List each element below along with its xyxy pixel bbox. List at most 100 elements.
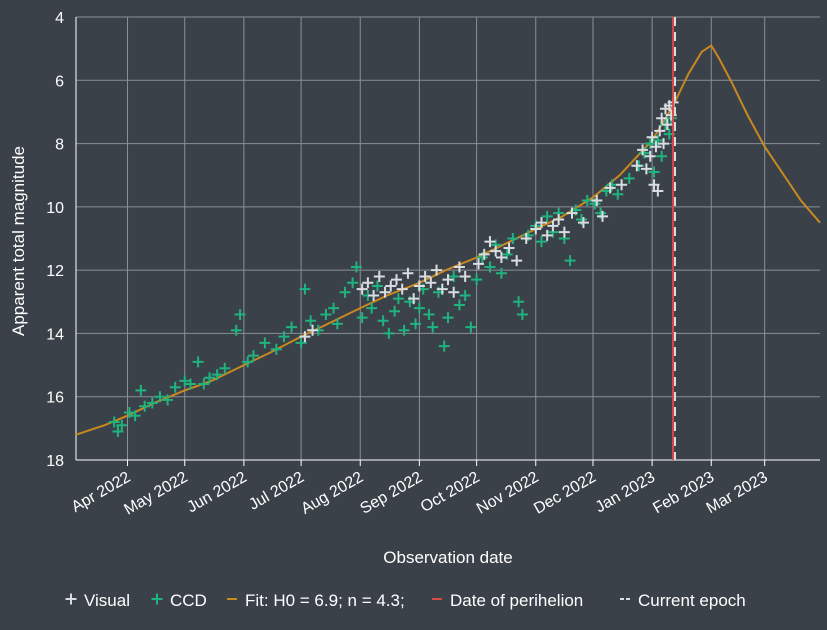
ccd-point [305, 315, 317, 327]
visual-point [448, 286, 460, 298]
ccd-point [371, 280, 383, 292]
visual-point [637, 144, 649, 156]
ccd-point [644, 138, 656, 150]
ccd-point [648, 166, 660, 178]
ccd-point [169, 381, 181, 393]
ccd-point [219, 362, 231, 374]
ccd-point [230, 324, 242, 336]
ccd-point [286, 321, 298, 333]
visual-point [473, 258, 485, 270]
visual-point [631, 160, 643, 172]
ccd-point [459, 289, 471, 301]
y-tick-label: 16 [46, 390, 64, 407]
visual-point [652, 185, 664, 197]
visual-point [408, 293, 420, 305]
visual-point [436, 283, 448, 295]
visual-point [299, 331, 311, 343]
visual-point [368, 289, 380, 301]
visual-point [658, 138, 670, 150]
visual-point [640, 163, 652, 175]
visual-point [650, 141, 662, 153]
ccd-point [162, 394, 174, 406]
y-tick-label: 6 [55, 73, 64, 90]
visual-point [373, 270, 385, 282]
ccd-point [484, 261, 496, 273]
ccd-point [278, 331, 290, 343]
visual-point [459, 270, 471, 282]
ccd-point [507, 233, 519, 244]
visual-point [566, 207, 578, 219]
ccd-point [179, 375, 191, 387]
visual-point [490, 245, 502, 257]
visual-point [413, 280, 425, 292]
visual-point [478, 248, 490, 260]
visual-point [484, 236, 496, 248]
visual-point [648, 179, 660, 191]
ccd-point [465, 321, 477, 333]
visual-point [362, 277, 374, 289]
ccd-point [112, 426, 124, 438]
y-axis-title: Apparent total magnitude [9, 146, 28, 336]
ccd-point [299, 283, 311, 295]
legend-label: Fit: H0 = 6.9; n = 4.3; [245, 591, 405, 610]
vline-layer [672, 17, 677, 460]
ccd-point [242, 356, 254, 368]
ccd-point [331, 318, 343, 330]
visual-point [535, 217, 547, 229]
ccd-point [453, 299, 465, 311]
ccd-point [339, 286, 351, 298]
visual-layer [299, 96, 679, 343]
ccd-point [392, 293, 404, 305]
legend-label: Current epoch [638, 591, 746, 610]
ccd-point [535, 236, 547, 248]
visual-point [356, 283, 368, 295]
ccd-point [356, 312, 368, 324]
ccd-point [347, 277, 359, 289]
ccd-point [410, 318, 422, 330]
visual-point [547, 220, 559, 232]
ccd-point [146, 397, 158, 409]
ccd-point [270, 343, 282, 355]
legend-marker [65, 593, 77, 605]
ccd-point [471, 274, 483, 286]
visual-point [530, 223, 542, 235]
visual-point [379, 286, 391, 298]
ccd-point [389, 305, 401, 317]
ccd-point [377, 315, 389, 327]
ccd-point [184, 378, 196, 390]
ccd-point [652, 134, 664, 146]
y-tick-label: 8 [55, 137, 64, 154]
ccd-point [612, 188, 624, 200]
ccd-point [623, 172, 635, 184]
legend: Visual CCD Fit: H0 = 6.9; n = 4.3; Date of … [65, 591, 746, 610]
visual-point [597, 210, 609, 222]
ccd-point [320, 308, 332, 320]
visual-point [558, 226, 570, 238]
visual-point [616, 179, 628, 191]
ccd-point [198, 378, 210, 390]
ccd-point [123, 407, 135, 419]
visual-point [604, 182, 616, 194]
ccd-point [581, 195, 593, 207]
ccd-point [438, 340, 450, 352]
visual-point [307, 324, 319, 336]
visual-point [577, 217, 589, 229]
ccd-point [427, 321, 439, 333]
visual-point [591, 195, 603, 207]
y-tick-label: 12 [46, 263, 64, 280]
visual-point [419, 270, 431, 282]
legend-label: Date of perihelion [450, 591, 583, 610]
legend-marker [151, 593, 163, 605]
ccd-point [501, 248, 513, 260]
ccd-point [413, 302, 425, 314]
ccd-point [211, 369, 223, 381]
visual-point [402, 267, 414, 279]
visual-point [520, 233, 532, 244]
ccd-point [516, 308, 528, 320]
visual-point [656, 112, 668, 124]
y-tick-label: 14 [46, 326, 64, 343]
ccd-point [383, 327, 395, 339]
